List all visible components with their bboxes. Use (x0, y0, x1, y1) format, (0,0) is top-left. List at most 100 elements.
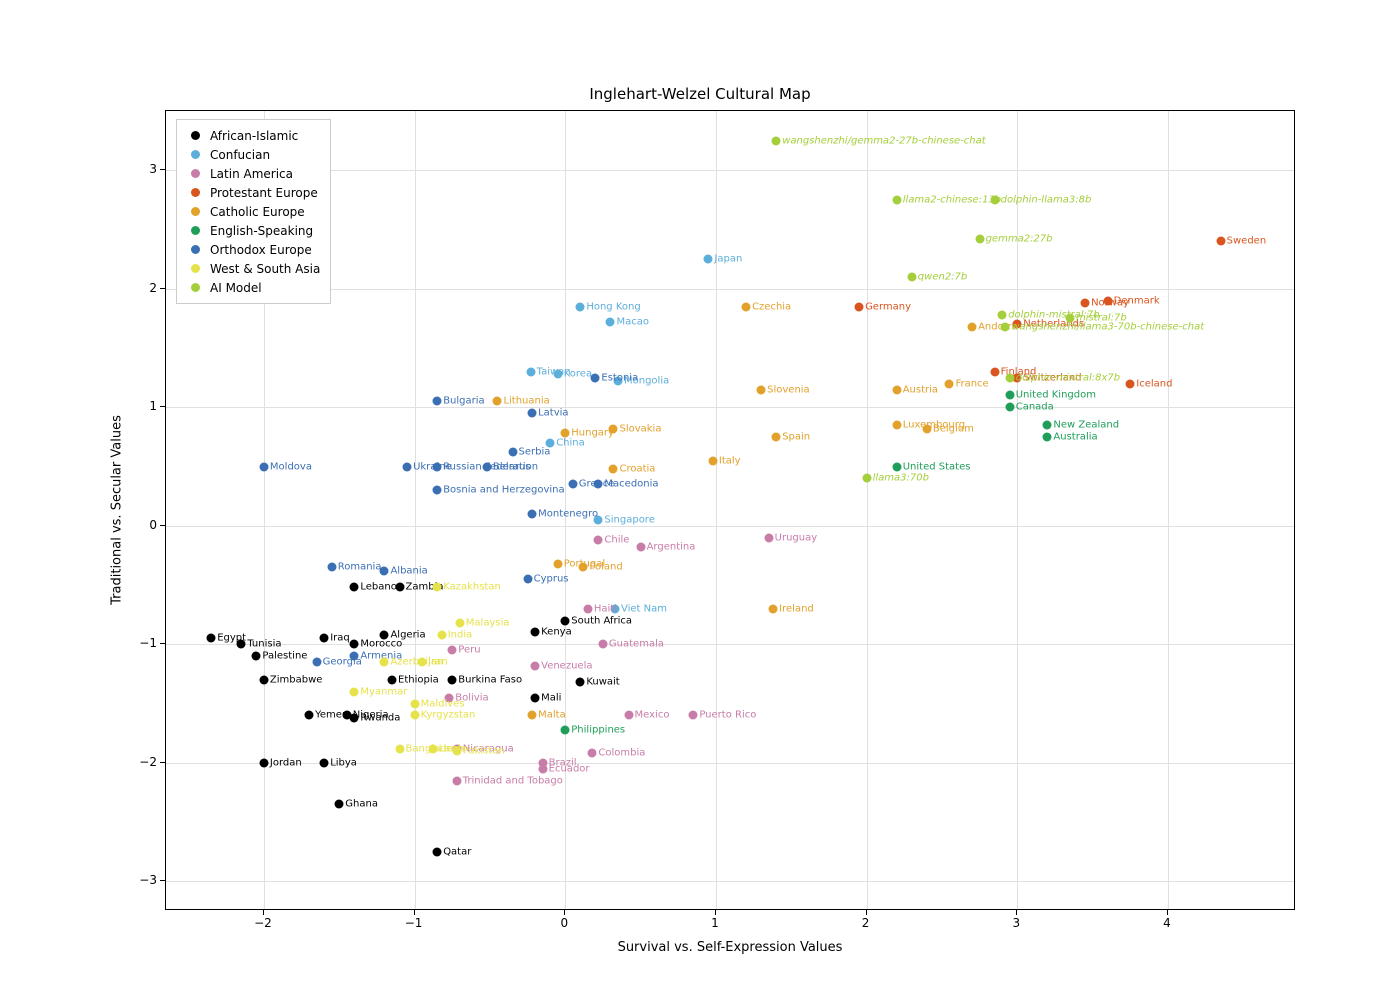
point-label: wangshenzhi/gemma2-27b-chinese-chat (782, 135, 986, 146)
data-point (452, 776, 461, 785)
figure-container: Inglehart-Welzel Cultural Map EgyptTunis… (0, 0, 1400, 1000)
point-label: Romania (338, 562, 382, 573)
data-point (907, 272, 916, 281)
point-label: qwen2:7b (918, 271, 967, 282)
tick-y (160, 762, 165, 763)
legend-label: AI Model (210, 281, 262, 295)
data-point (538, 758, 547, 767)
tick-x (564, 910, 565, 915)
data-point (531, 628, 540, 637)
point-label: Burkina Faso (458, 674, 522, 685)
point-label: Hong Kong (586, 301, 640, 312)
data-point (568, 480, 577, 489)
data-point (624, 711, 633, 720)
point-label: Serbia (519, 447, 551, 458)
data-point (395, 744, 404, 753)
point-label: Malaysia (466, 618, 510, 629)
tick-label-y: 0 (149, 518, 157, 532)
data-point (528, 711, 537, 720)
tick-label-x: 2 (862, 916, 870, 930)
point-label: mistral:7b (1076, 313, 1127, 324)
data-point (528, 409, 537, 418)
point-label: Kuwait (586, 677, 619, 688)
legend-marker (191, 150, 200, 159)
point-label: Latvia (538, 408, 568, 419)
point-label: India (448, 629, 473, 640)
gridline-h (166, 763, 1294, 764)
data-point (772, 432, 781, 441)
gridline-v (1168, 111, 1169, 909)
gridline-v (1017, 111, 1018, 909)
legend-marker (191, 245, 200, 254)
point-label: Iran (428, 657, 448, 668)
legend-marker (191, 131, 200, 140)
data-point (448, 646, 457, 655)
data-point (772, 136, 781, 145)
legend-label: English-Speaking (210, 224, 313, 238)
point-label: wangshenzhi/llama3-70b-chinese-chat (1011, 321, 1204, 332)
data-point (1005, 373, 1014, 382)
legend-label: West & South Asia (210, 262, 320, 276)
point-label: Spain (782, 431, 810, 442)
data-point (433, 583, 442, 592)
legend-marker (191, 169, 200, 178)
point-label: Montenegro (538, 508, 598, 519)
point-label: Ethiopia (398, 674, 439, 685)
data-point (320, 634, 329, 643)
point-label: Ireland (779, 603, 814, 614)
point-label: Maldives (421, 698, 465, 709)
point-label: Belarus (493, 461, 531, 472)
data-point (583, 604, 592, 613)
data-point (259, 675, 268, 684)
gridline-h (166, 526, 1294, 527)
tick-x (414, 910, 415, 915)
data-point (704, 255, 713, 264)
data-point (576, 302, 585, 311)
point-label: Japan (714, 254, 742, 265)
data-point (350, 640, 359, 649)
point-label: Peru (458, 645, 480, 656)
point-label: Trinidad and Tobago (463, 775, 563, 786)
legend: African-IslamicConfucianLatin AmericaPro… (176, 119, 331, 304)
gridline-h (166, 170, 1294, 171)
point-label: Slovenia (767, 384, 810, 395)
data-point (1043, 421, 1052, 430)
data-point (380, 566, 389, 575)
tick-label-y: −1 (139, 636, 157, 650)
tick-y (160, 406, 165, 407)
data-point (561, 429, 570, 438)
tick-x (715, 910, 716, 915)
point-label: Puerto Rico (699, 710, 756, 721)
data-point (437, 630, 446, 639)
point-label: Pakistan (463, 746, 505, 757)
data-point (553, 370, 562, 379)
data-point (531, 693, 540, 702)
point-label: Algeria (390, 629, 425, 640)
data-point (1081, 299, 1090, 308)
data-point (990, 195, 999, 204)
data-point (1103, 296, 1112, 305)
point-label: Philippines (571, 724, 625, 735)
point-label: Venezuela (541, 660, 592, 671)
x-axis-label: Survival vs. Self-Expression Values (618, 940, 843, 955)
data-point (335, 800, 344, 809)
data-point (606, 317, 615, 326)
point-label: Ghana (345, 799, 378, 810)
data-point (708, 456, 717, 465)
data-point (892, 385, 901, 394)
data-point (350, 583, 359, 592)
point-label: Belgium (933, 423, 974, 434)
data-point (862, 474, 871, 483)
point-label: Albania (390, 565, 427, 576)
data-point (609, 464, 618, 473)
point-label: China (556, 437, 585, 448)
data-point (591, 373, 600, 382)
point-label: Mongolia (624, 376, 669, 387)
data-point (237, 640, 246, 649)
tick-x (1016, 910, 1017, 915)
plot-area: EgyptTunisiaIraqMoroccoAlgeriaPalestineZ… (165, 110, 1295, 910)
legend-marker (191, 283, 200, 292)
point-label: United States (903, 461, 971, 472)
point-label: Kyrgyzstan (421, 710, 476, 721)
point-label: Cyprus (534, 574, 569, 585)
